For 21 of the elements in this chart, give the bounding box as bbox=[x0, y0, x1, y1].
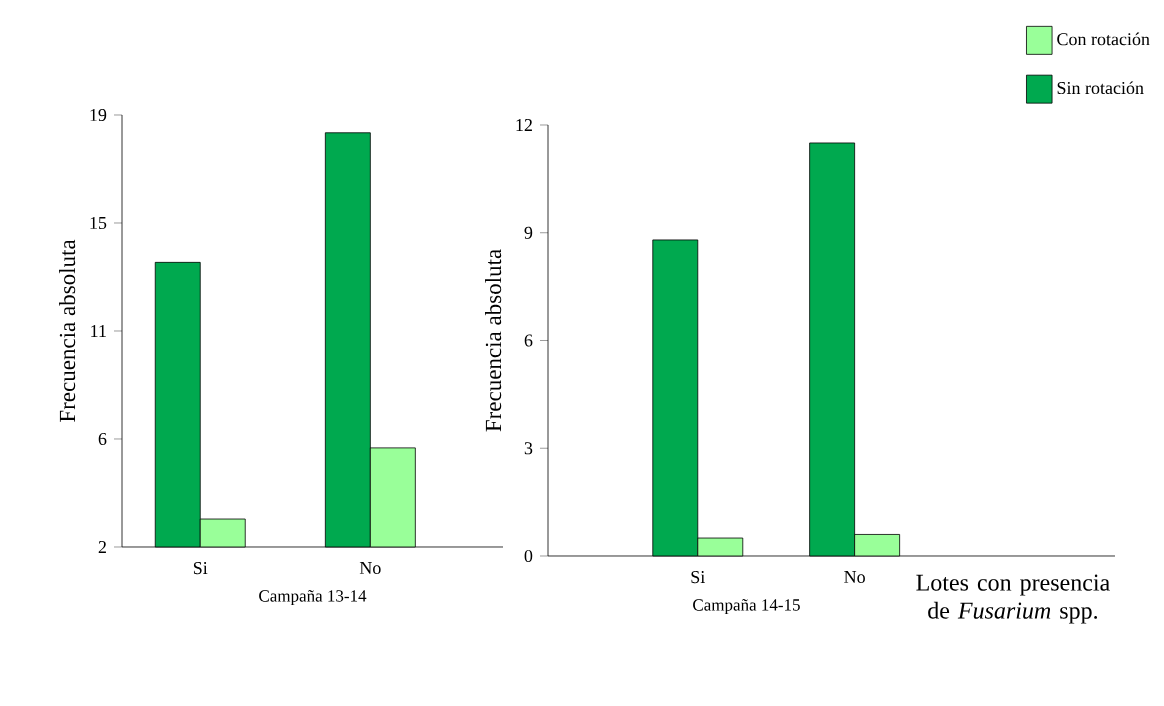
y-tick-label: 11 bbox=[91, 325, 106, 337]
y-tick-label: 0 bbox=[524, 549, 533, 563]
y-tick-label: 9 bbox=[524, 226, 533, 239]
y-tick-label: 6 bbox=[98, 432, 107, 446]
text: Lotes con presencia de Fusarium spp. bbox=[916, 574, 1110, 624]
y-tick-label: 6 bbox=[524, 334, 533, 347]
x-axis-title: Campaña 13-14 bbox=[259, 590, 367, 606]
y-tick-label: 12 bbox=[516, 119, 532, 131]
y-tick-label: 2 bbox=[98, 541, 106, 553]
x-axis-title: Campaña 14-15 bbox=[693, 599, 800, 615]
y-tick-label: 19 bbox=[90, 108, 107, 122]
x-tick-label: No bbox=[359, 562, 381, 575]
x-tick-label: No bbox=[844, 571, 865, 584]
y-axis-title: Frecuencia absoluta bbox=[59, 239, 76, 422]
x-tick-label: Si bbox=[691, 571, 705, 584]
legend-label: Sin rotación bbox=[1057, 81, 1144, 95]
x-tick-label: Si bbox=[193, 562, 208, 575]
legend-label: Con rotación bbox=[1057, 32, 1150, 46]
y-tick-label: 3 bbox=[524, 442, 533, 455]
y-tick-label: 15 bbox=[90, 216, 107, 230]
y-axis-title: Frecuencia absoluta bbox=[485, 249, 502, 432]
